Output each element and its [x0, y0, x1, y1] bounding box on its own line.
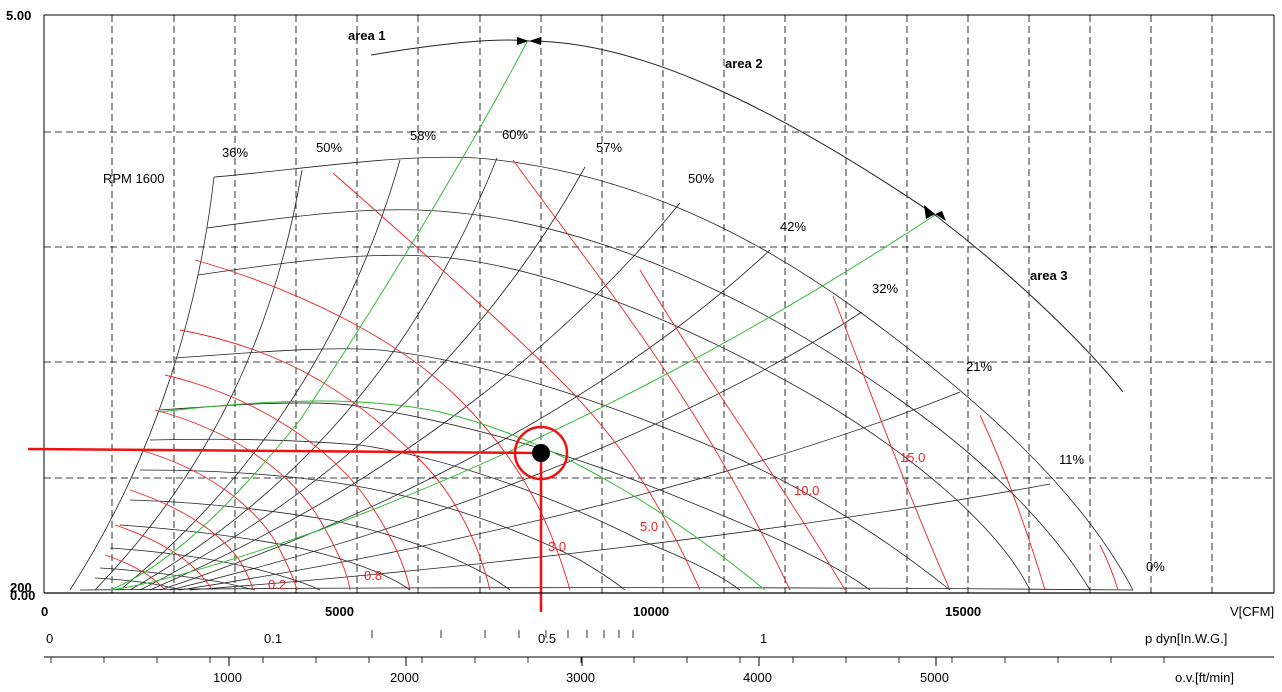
area-marker-left	[517, 37, 529, 45]
power-curves	[104, 159, 1119, 591]
pdyn-tick-1: 1	[760, 631, 767, 646]
fan-curve-16	[129, 157, 498, 591]
green-curve-1	[109, 214, 936, 591]
y-axis-top-label: 5.00	[6, 8, 31, 23]
x-tick-5000: 5000	[325, 604, 354, 619]
op-ring	[513, 425, 569, 481]
fan-curve-11	[94, 577, 181, 591]
power-curve-6	[129, 489, 254, 591]
ov-tick-1000: 1000	[213, 670, 242, 685]
power-curve-8	[104, 554, 166, 591]
fan-curve-0	[213, 156, 1134, 591]
fan-curve-14	[94, 169, 303, 591]
fan-curve-2	[197, 254, 1031, 591]
fan-curve-1	[206, 209, 1091, 591]
x-tick-10000: 10000	[633, 604, 669, 619]
power-curve-7	[114, 524, 213, 591]
fan-curve-19	[159, 249, 771, 591]
axes	[44, 592, 1274, 666]
eff-label-11: 11%	[1059, 452, 1084, 467]
x-axis-label: V[CFM]	[1230, 604, 1274, 619]
area-marker-3b	[935, 211, 946, 221]
fan-curve-21	[179, 391, 961, 591]
fan-curve-4	[159, 402, 871, 591]
fan-curve-12	[79, 587, 1134, 591]
eff-label-32: 32%	[872, 281, 898, 296]
power-label-15.0: 15.0	[900, 450, 925, 465]
eff-label-21: 21%	[966, 359, 992, 374]
eff-label-36: 36%	[222, 145, 248, 160]
operating-point	[27, 425, 569, 612]
fan-curve-9	[109, 547, 321, 591]
power-curve-0	[332, 172, 701, 591]
x-tick-0: 0	[41, 604, 48, 619]
ov-tick-2000: 2000	[390, 670, 419, 685]
power-label-5.0: 5.0	[640, 519, 658, 534]
limit-arc	[370, 39, 1124, 393]
op-dot	[532, 444, 550, 462]
power-curve-3	[164, 374, 411, 591]
fan-curve-17	[139, 166, 586, 591]
ov-tick-4000: 4000	[743, 670, 772, 685]
fan-curve-7	[129, 499, 511, 591]
ov-tick-5000: 5000	[920, 670, 949, 685]
power-curve-9	[512, 159, 791, 591]
pdyn-tick-0: 0	[46, 631, 53, 646]
power-curve-12	[979, 414, 1046, 591]
eff-label-50a: 50%	[316, 140, 342, 155]
fan-curve-5	[149, 438, 741, 591]
area-label-3: area 3	[1030, 268, 1068, 283]
op-horizontal-line	[27, 447, 542, 455]
fan-curves	[69, 156, 1134, 591]
eff-label-0: 0%	[1146, 559, 1165, 574]
fan-curve-18	[149, 202, 681, 591]
power-curve-1	[194, 259, 571, 591]
ov-axis-label: o.v.[ft/min]	[1175, 670, 1234, 685]
power-label-10.0: 10.0	[794, 483, 819, 498]
eff-label-57: 57%	[596, 140, 622, 155]
power-label-3.0: 3.0	[548, 539, 566, 554]
eff-label-60: 60%	[502, 127, 528, 142]
pdyn-tick-0.5: 0.5	[538, 631, 556, 646]
area-marker-3a	[924, 205, 935, 219]
fan-curve-10	[99, 567, 256, 591]
pdyn-axis-label: p dyn[In.W.G.]	[1145, 631, 1227, 646]
power-curve-10	[639, 269, 846, 591]
eff-label-58: 58%	[410, 128, 436, 143]
y-axis-bottom-overlap-label: 0.00	[10, 588, 35, 603]
fan-curve-3	[174, 348, 951, 591]
pdyn-tick-0.1: 0.1	[264, 631, 282, 646]
power-curve-11	[832, 295, 951, 591]
area-marker-right	[529, 37, 541, 45]
power-curve-13	[1099, 544, 1119, 591]
fan-curve-13	[69, 176, 215, 591]
y-axis-bottom-label: 200	[10, 580, 32, 595]
area-label-2: area 2	[725, 56, 763, 71]
fan-curve-22	[189, 483, 1051, 591]
power-curve-5	[139, 449, 298, 591]
green-curve-2	[159, 400, 766, 591]
ov-tick-3000: 3000	[566, 670, 595, 685]
area-label-1: area 1	[348, 28, 386, 43]
fan-curve-15	[119, 159, 401, 591]
power-label-0.2: 0.2	[268, 577, 286, 592]
rpm-label: RPM 1600	[103, 171, 164, 186]
eff-label-50b: 50%	[688, 171, 714, 186]
green-curve-0	[109, 41, 528, 591]
power-curve-4	[154, 409, 351, 591]
power-curve-2	[179, 329, 491, 591]
efficiency-curves	[109, 41, 936, 591]
limit-curve	[370, 37, 1124, 393]
power-label-0.8: 0.8	[364, 568, 382, 583]
x-tick-15000: 15000	[945, 604, 981, 619]
fan-curve-8	[119, 524, 411, 591]
eff-label-42: 42%	[780, 219, 806, 234]
